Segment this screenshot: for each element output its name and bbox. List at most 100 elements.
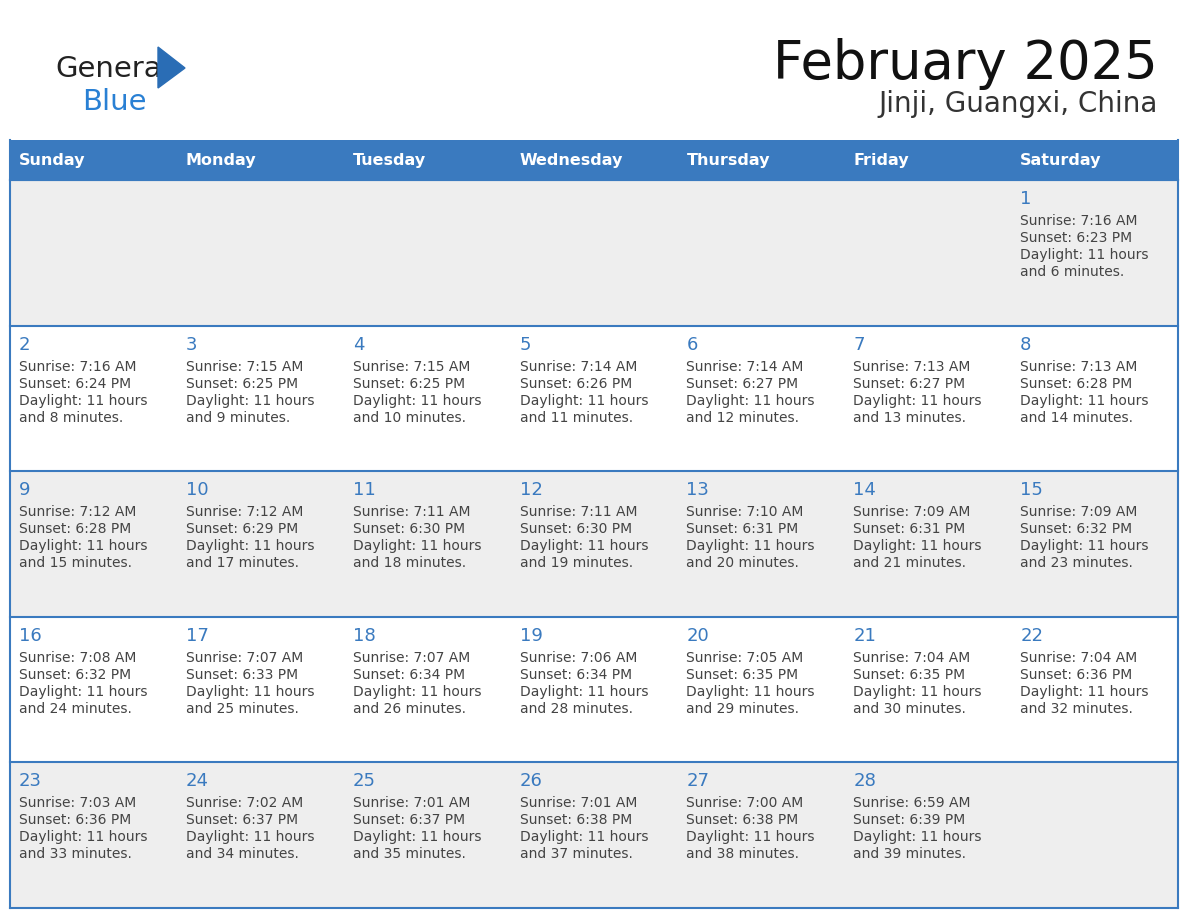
Text: Sunrise: 7:10 AM: Sunrise: 7:10 AM <box>687 505 804 520</box>
Text: Sunrise: 7:15 AM: Sunrise: 7:15 AM <box>353 360 470 374</box>
Text: Daylight: 11 hours: Daylight: 11 hours <box>519 539 649 554</box>
Text: Sunrise: 7:14 AM: Sunrise: 7:14 AM <box>519 360 637 374</box>
Bar <box>10 617 177 763</box>
Text: Sunset: 6:38 PM: Sunset: 6:38 PM <box>519 813 632 827</box>
Text: Sunset: 6:27 PM: Sunset: 6:27 PM <box>687 376 798 390</box>
Text: Sunset: 6:32 PM: Sunset: 6:32 PM <box>1020 522 1132 536</box>
Text: Sunset: 6:31 PM: Sunset: 6:31 PM <box>853 522 966 536</box>
Text: 13: 13 <box>687 481 709 499</box>
Bar <box>177 617 343 763</box>
Text: Daylight: 11 hours: Daylight: 11 hours <box>687 539 815 554</box>
Bar <box>511 471 677 617</box>
Text: Sunrise: 7:09 AM: Sunrise: 7:09 AM <box>1020 505 1138 520</box>
Text: 3: 3 <box>185 336 197 353</box>
Text: Sunrise: 7:11 AM: Sunrise: 7:11 AM <box>519 505 637 520</box>
Text: 7: 7 <box>853 336 865 353</box>
Text: Sunset: 6:35 PM: Sunset: 6:35 PM <box>853 667 966 682</box>
Bar <box>677 471 845 617</box>
Text: Sunrise: 7:07 AM: Sunrise: 7:07 AM <box>185 651 303 665</box>
Bar <box>677 180 845 326</box>
Text: 2: 2 <box>19 336 31 353</box>
Text: and 28 minutes.: and 28 minutes. <box>519 701 632 716</box>
Text: Daylight: 11 hours: Daylight: 11 hours <box>185 831 315 845</box>
Text: 16: 16 <box>19 627 42 644</box>
Text: Daylight: 11 hours: Daylight: 11 hours <box>353 685 481 699</box>
Text: 15: 15 <box>1020 481 1043 499</box>
Bar <box>677 617 845 763</box>
Text: Daylight: 11 hours: Daylight: 11 hours <box>519 685 649 699</box>
Bar <box>677 140 845 180</box>
Text: Friday: Friday <box>853 152 909 167</box>
Text: and 26 minutes.: and 26 minutes. <box>353 701 466 716</box>
Text: Daylight: 11 hours: Daylight: 11 hours <box>353 539 481 554</box>
Text: 23: 23 <box>19 772 42 790</box>
Text: 5: 5 <box>519 336 531 353</box>
Text: 22: 22 <box>1020 627 1043 644</box>
Text: 21: 21 <box>853 627 877 644</box>
Text: Daylight: 11 hours: Daylight: 11 hours <box>853 539 981 554</box>
Bar <box>845 471 1011 617</box>
Text: Sunset: 6:37 PM: Sunset: 6:37 PM <box>185 813 298 827</box>
Text: and 17 minutes.: and 17 minutes. <box>185 556 299 570</box>
Text: Daylight: 11 hours: Daylight: 11 hours <box>19 539 147 554</box>
Text: Daylight: 11 hours: Daylight: 11 hours <box>185 539 315 554</box>
Text: and 11 minutes.: and 11 minutes. <box>519 410 633 425</box>
Bar <box>1011 471 1178 617</box>
Bar <box>677 326 845 471</box>
Text: Wednesday: Wednesday <box>519 152 623 167</box>
Text: Sunset: 6:37 PM: Sunset: 6:37 PM <box>353 813 465 827</box>
Bar <box>677 763 845 908</box>
Text: 25: 25 <box>353 772 375 790</box>
Bar <box>343 180 511 326</box>
Text: 18: 18 <box>353 627 375 644</box>
Text: 28: 28 <box>853 772 877 790</box>
Text: Sunset: 6:38 PM: Sunset: 6:38 PM <box>687 813 798 827</box>
Text: and 34 minutes.: and 34 minutes. <box>185 847 298 861</box>
Text: February 2025: February 2025 <box>773 38 1158 90</box>
Text: Sunset: 6:29 PM: Sunset: 6:29 PM <box>185 522 298 536</box>
Bar <box>1011 617 1178 763</box>
Text: and 8 minutes.: and 8 minutes. <box>19 410 124 425</box>
Text: Saturday: Saturday <box>1020 152 1101 167</box>
Text: 24: 24 <box>185 772 209 790</box>
Text: Daylight: 11 hours: Daylight: 11 hours <box>519 831 649 845</box>
Text: Daylight: 11 hours: Daylight: 11 hours <box>687 685 815 699</box>
Text: Sunrise: 7:05 AM: Sunrise: 7:05 AM <box>687 651 803 665</box>
Text: and 15 minutes.: and 15 minutes. <box>19 556 132 570</box>
Text: and 6 minutes.: and 6 minutes. <box>1020 265 1124 279</box>
Text: 9: 9 <box>19 481 31 499</box>
Text: Sunset: 6:31 PM: Sunset: 6:31 PM <box>687 522 798 536</box>
Bar <box>343 140 511 180</box>
Text: and 9 minutes.: and 9 minutes. <box>185 410 290 425</box>
Text: Sunday: Sunday <box>19 152 86 167</box>
Bar <box>845 326 1011 471</box>
Bar <box>10 471 177 617</box>
Text: Sunset: 6:39 PM: Sunset: 6:39 PM <box>853 813 966 827</box>
Text: Sunset: 6:36 PM: Sunset: 6:36 PM <box>19 813 131 827</box>
Text: and 25 minutes.: and 25 minutes. <box>185 701 298 716</box>
Text: and 30 minutes.: and 30 minutes. <box>853 701 966 716</box>
Text: Sunset: 6:36 PM: Sunset: 6:36 PM <box>1020 667 1132 682</box>
Text: Sunrise: 6:59 AM: Sunrise: 6:59 AM <box>853 797 971 811</box>
Bar <box>343 471 511 617</box>
Text: and 21 minutes.: and 21 minutes. <box>853 556 966 570</box>
Text: 12: 12 <box>519 481 543 499</box>
Text: Sunrise: 7:12 AM: Sunrise: 7:12 AM <box>19 505 137 520</box>
Text: and 29 minutes.: and 29 minutes. <box>687 701 800 716</box>
Text: Sunrise: 7:02 AM: Sunrise: 7:02 AM <box>185 797 303 811</box>
Text: Sunrise: 7:15 AM: Sunrise: 7:15 AM <box>185 360 303 374</box>
Text: 6: 6 <box>687 336 697 353</box>
Text: 26: 26 <box>519 772 543 790</box>
Polygon shape <box>158 47 185 88</box>
Text: Sunset: 6:30 PM: Sunset: 6:30 PM <box>353 522 465 536</box>
Text: Daylight: 11 hours: Daylight: 11 hours <box>687 394 815 408</box>
Text: Sunset: 6:23 PM: Sunset: 6:23 PM <box>1020 231 1132 245</box>
Text: Sunrise: 7:00 AM: Sunrise: 7:00 AM <box>687 797 803 811</box>
Bar <box>511 763 677 908</box>
Text: Daylight: 11 hours: Daylight: 11 hours <box>19 394 147 408</box>
Text: 11: 11 <box>353 481 375 499</box>
Text: and 37 minutes.: and 37 minutes. <box>519 847 632 861</box>
Text: Daylight: 11 hours: Daylight: 11 hours <box>353 831 481 845</box>
Text: Sunrise: 7:13 AM: Sunrise: 7:13 AM <box>853 360 971 374</box>
Text: and 10 minutes.: and 10 minutes. <box>353 410 466 425</box>
